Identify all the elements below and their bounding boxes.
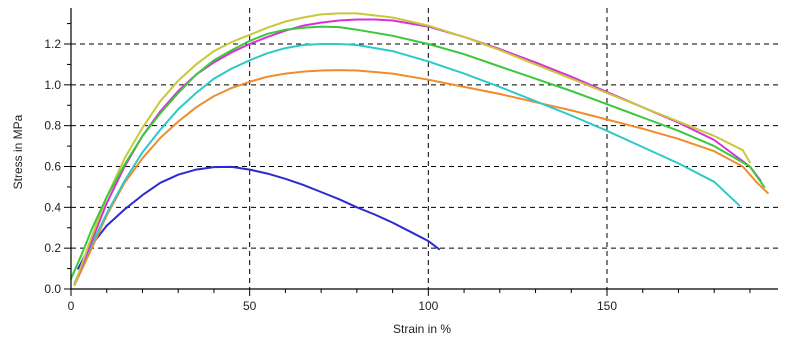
x-tick-label: 100: [418, 299, 438, 313]
x-tick-label: 50: [243, 299, 257, 313]
y-tick-label: 0.2: [44, 241, 61, 255]
y-tick-label: 0.0: [44, 282, 61, 296]
series-line-5: [73, 12, 751, 286]
x-tick-label: 0: [68, 299, 75, 313]
y-axis-title: Stress in MPa: [11, 114, 25, 189]
series-line-2: [73, 69, 769, 286]
y-tick-labels: 0.0 0.2 0.4 0.6 0.8 1.0 1.2: [44, 37, 61, 296]
y-tick-label: 0.8: [44, 119, 61, 133]
series-line-6: [70, 25, 766, 280]
y-tick-label: 0.6: [44, 160, 61, 174]
y-tick-label: 0.4: [44, 200, 61, 214]
x-tick-labels: 0 50 100 150: [68, 299, 618, 313]
x-axis-title: Strain in %: [393, 322, 451, 336]
series-group: [70, 12, 769, 286]
grid: [71, 8, 778, 289]
y-tick-label: 1.2: [44, 37, 61, 51]
series-line-1: [77, 165, 441, 270]
y-tick-label: 1.0: [44, 78, 61, 92]
x-tick-label: 150: [597, 299, 617, 313]
series-line-3: [73, 43, 741, 284]
axes: [64, 8, 778, 296]
